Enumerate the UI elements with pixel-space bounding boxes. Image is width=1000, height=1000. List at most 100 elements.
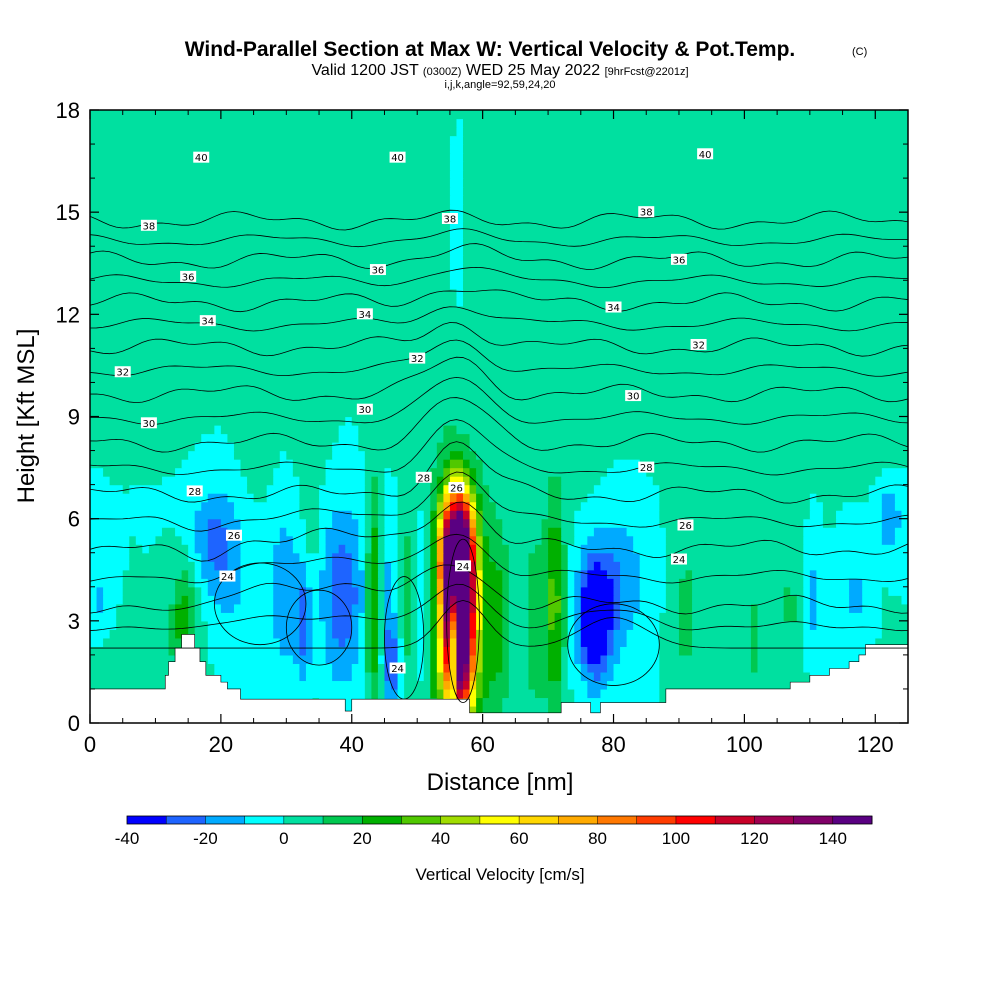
velocity-cell <box>659 663 752 673</box>
velocity-cell <box>849 586 863 596</box>
colorbar-swatch <box>754 816 795 824</box>
velocity-cell <box>194 637 209 647</box>
velocity-cell <box>384 671 399 682</box>
velocity-cell <box>371 552 379 562</box>
velocity-cell <box>816 569 908 579</box>
velocity-cell <box>371 535 379 545</box>
velocity-cell <box>430 535 438 545</box>
velocity-cell <box>227 561 242 571</box>
velocity-cell <box>436 663 444 673</box>
velocity-cell <box>312 603 320 613</box>
x-axis-label: Distance [nm] <box>427 769 574 796</box>
velocity-cell <box>430 603 438 613</box>
velocity-cell <box>371 637 379 647</box>
velocity-cell <box>90 637 104 647</box>
velocity-cell <box>175 612 189 622</box>
velocity-cell <box>194 544 209 554</box>
velocity-cell <box>561 552 569 562</box>
colorbar-swatch <box>715 816 755 824</box>
velocity-cell <box>665 544 804 554</box>
velocity-cell <box>430 527 438 537</box>
velocity-cell <box>659 629 680 639</box>
velocity-cell <box>443 510 451 520</box>
velocity-cell <box>423 637 431 647</box>
velocity-cell <box>495 561 510 571</box>
velocity-cell <box>809 586 817 596</box>
velocity-cell <box>299 620 307 630</box>
contour-label-box <box>140 417 157 429</box>
velocity-cell <box>482 646 503 656</box>
velocity-cell <box>358 527 366 537</box>
velocity-cell <box>358 433 444 443</box>
velocity-cell <box>678 603 693 613</box>
colorbar-swatch <box>401 816 442 824</box>
velocity-cell <box>391 467 431 477</box>
velocity-cell <box>423 620 431 630</box>
velocity-cell <box>508 603 530 613</box>
velocity-cell <box>528 578 549 588</box>
velocity-cell <box>620 561 641 571</box>
velocity-cell <box>377 578 386 588</box>
colorbar-swatch <box>479 816 520 824</box>
velocity-cell <box>161 476 248 486</box>
contour-label-box <box>114 366 131 378</box>
velocity-cell <box>325 620 333 630</box>
velocity-cell <box>90 552 130 562</box>
velocity-cell <box>377 527 386 537</box>
velocity-cell <box>639 595 667 605</box>
velocity-cell <box>423 612 431 622</box>
velocity-cell <box>377 637 386 647</box>
velocity-cell <box>312 629 327 639</box>
velocity-cell <box>273 586 301 596</box>
velocity-cell <box>574 510 660 520</box>
velocity-cell <box>868 493 883 503</box>
velocity-cell <box>90 348 908 358</box>
velocity-cell <box>502 569 510 579</box>
velocity-cell <box>397 595 405 605</box>
velocity-cell <box>502 629 510 639</box>
velocity-cell <box>476 646 484 656</box>
velocity-cell <box>181 569 189 579</box>
velocity-cell <box>613 578 621 588</box>
velocity-cell <box>554 578 562 588</box>
velocity-cell <box>463 518 471 528</box>
velocity-cell <box>463 263 908 273</box>
velocity-cell <box>371 671 379 682</box>
velocity-cell <box>299 646 307 656</box>
velocity-cell <box>371 620 379 630</box>
velocity-cell <box>476 629 484 639</box>
velocity-cell <box>541 518 562 528</box>
velocity-cell <box>587 578 615 588</box>
velocity-cell <box>881 595 903 605</box>
velocity-cell <box>495 671 510 682</box>
velocity-cell <box>561 671 569 682</box>
velocity-cell <box>116 612 170 622</box>
velocity-cell <box>90 586 98 596</box>
velocity-cell <box>90 127 458 137</box>
velocity-cell <box>90 425 215 435</box>
velocity-cell <box>417 586 425 596</box>
contour-label-34: 34 <box>356 308 373 321</box>
velocity-cell <box>305 535 320 545</box>
velocity-cell <box>417 527 425 537</box>
velocity-cell <box>364 476 372 486</box>
velocity-cell <box>430 493 438 503</box>
velocity-cell <box>377 688 386 699</box>
velocity-cell <box>397 527 418 537</box>
velocity-cell <box>476 527 484 537</box>
velocity-cell <box>613 612 621 622</box>
velocity-cell <box>430 612 438 622</box>
velocity-cell <box>391 586 399 596</box>
velocity-cell <box>90 476 111 486</box>
velocity-cell <box>587 680 608 690</box>
velocity-cell <box>175 620 189 630</box>
velocity-cell <box>803 578 811 588</box>
velocity-cell <box>299 629 307 639</box>
velocity-cell <box>351 620 359 630</box>
velocity-cell <box>456 501 464 511</box>
velocity-cell <box>103 637 170 647</box>
velocity-cell <box>129 535 137 545</box>
velocity-cell <box>757 603 785 613</box>
velocity-cell <box>469 561 477 571</box>
velocity-cell <box>463 212 908 222</box>
